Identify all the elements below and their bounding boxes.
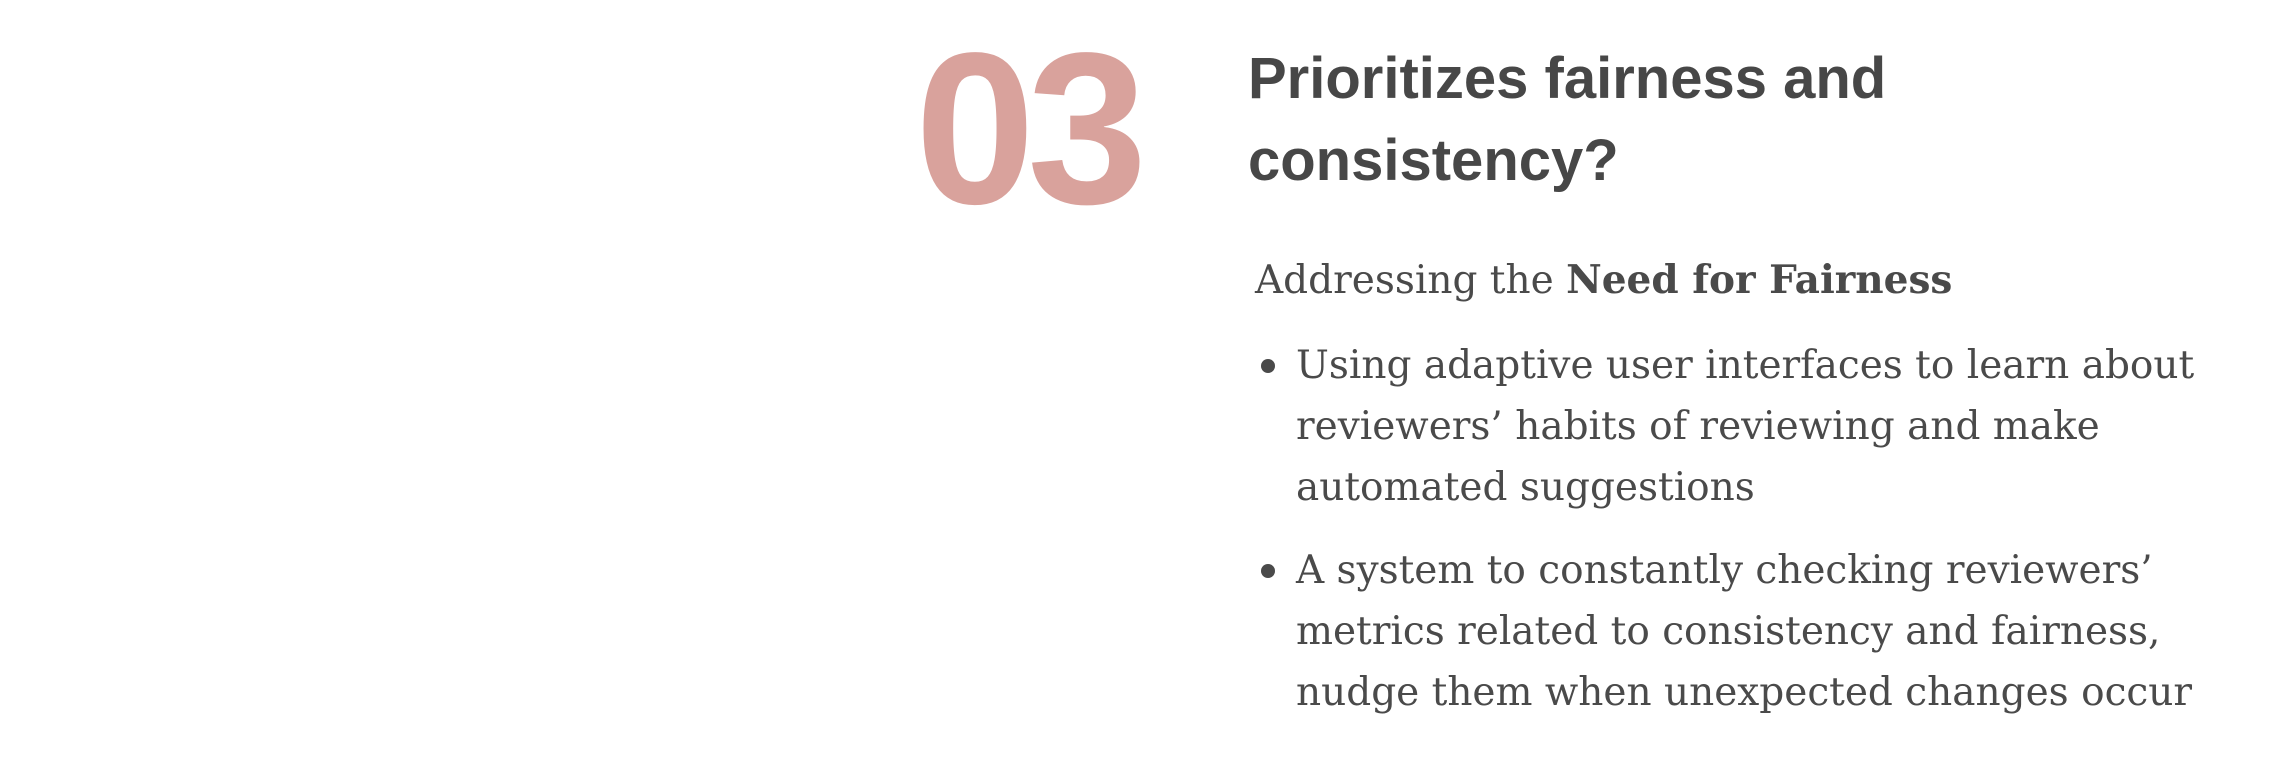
lead-prefix: Addressing the — [1255, 258, 1567, 303]
section-heading: Prioritizes fairness and consistency? — [1248, 46, 1887, 193]
bullet-text: A system to constantly checking reviewer… — [1296, 548, 2193, 715]
bullet-dot-icon — [1261, 359, 1275, 373]
bullet-list: Using adaptive user interfaces to learn … — [1255, 335, 2265, 723]
lead-text: Addressing the Need for Fairness — [1255, 250, 2265, 311]
bullet-item: A system to constantly checking reviewer… — [1255, 540, 2265, 723]
bullet-item: Using adaptive user interfaces to learn … — [1255, 335, 2265, 518]
lead-emphasis: Need for Fairness — [1566, 257, 1953, 303]
bullet-text: Using adaptive user interfaces to learn … — [1296, 343, 2195, 510]
bullet-dot-icon — [1261, 564, 1275, 578]
section-content: Addressing the Need for Fairness Using a… — [1255, 250, 2265, 745]
section-number: 03 — [915, 7, 1147, 249]
